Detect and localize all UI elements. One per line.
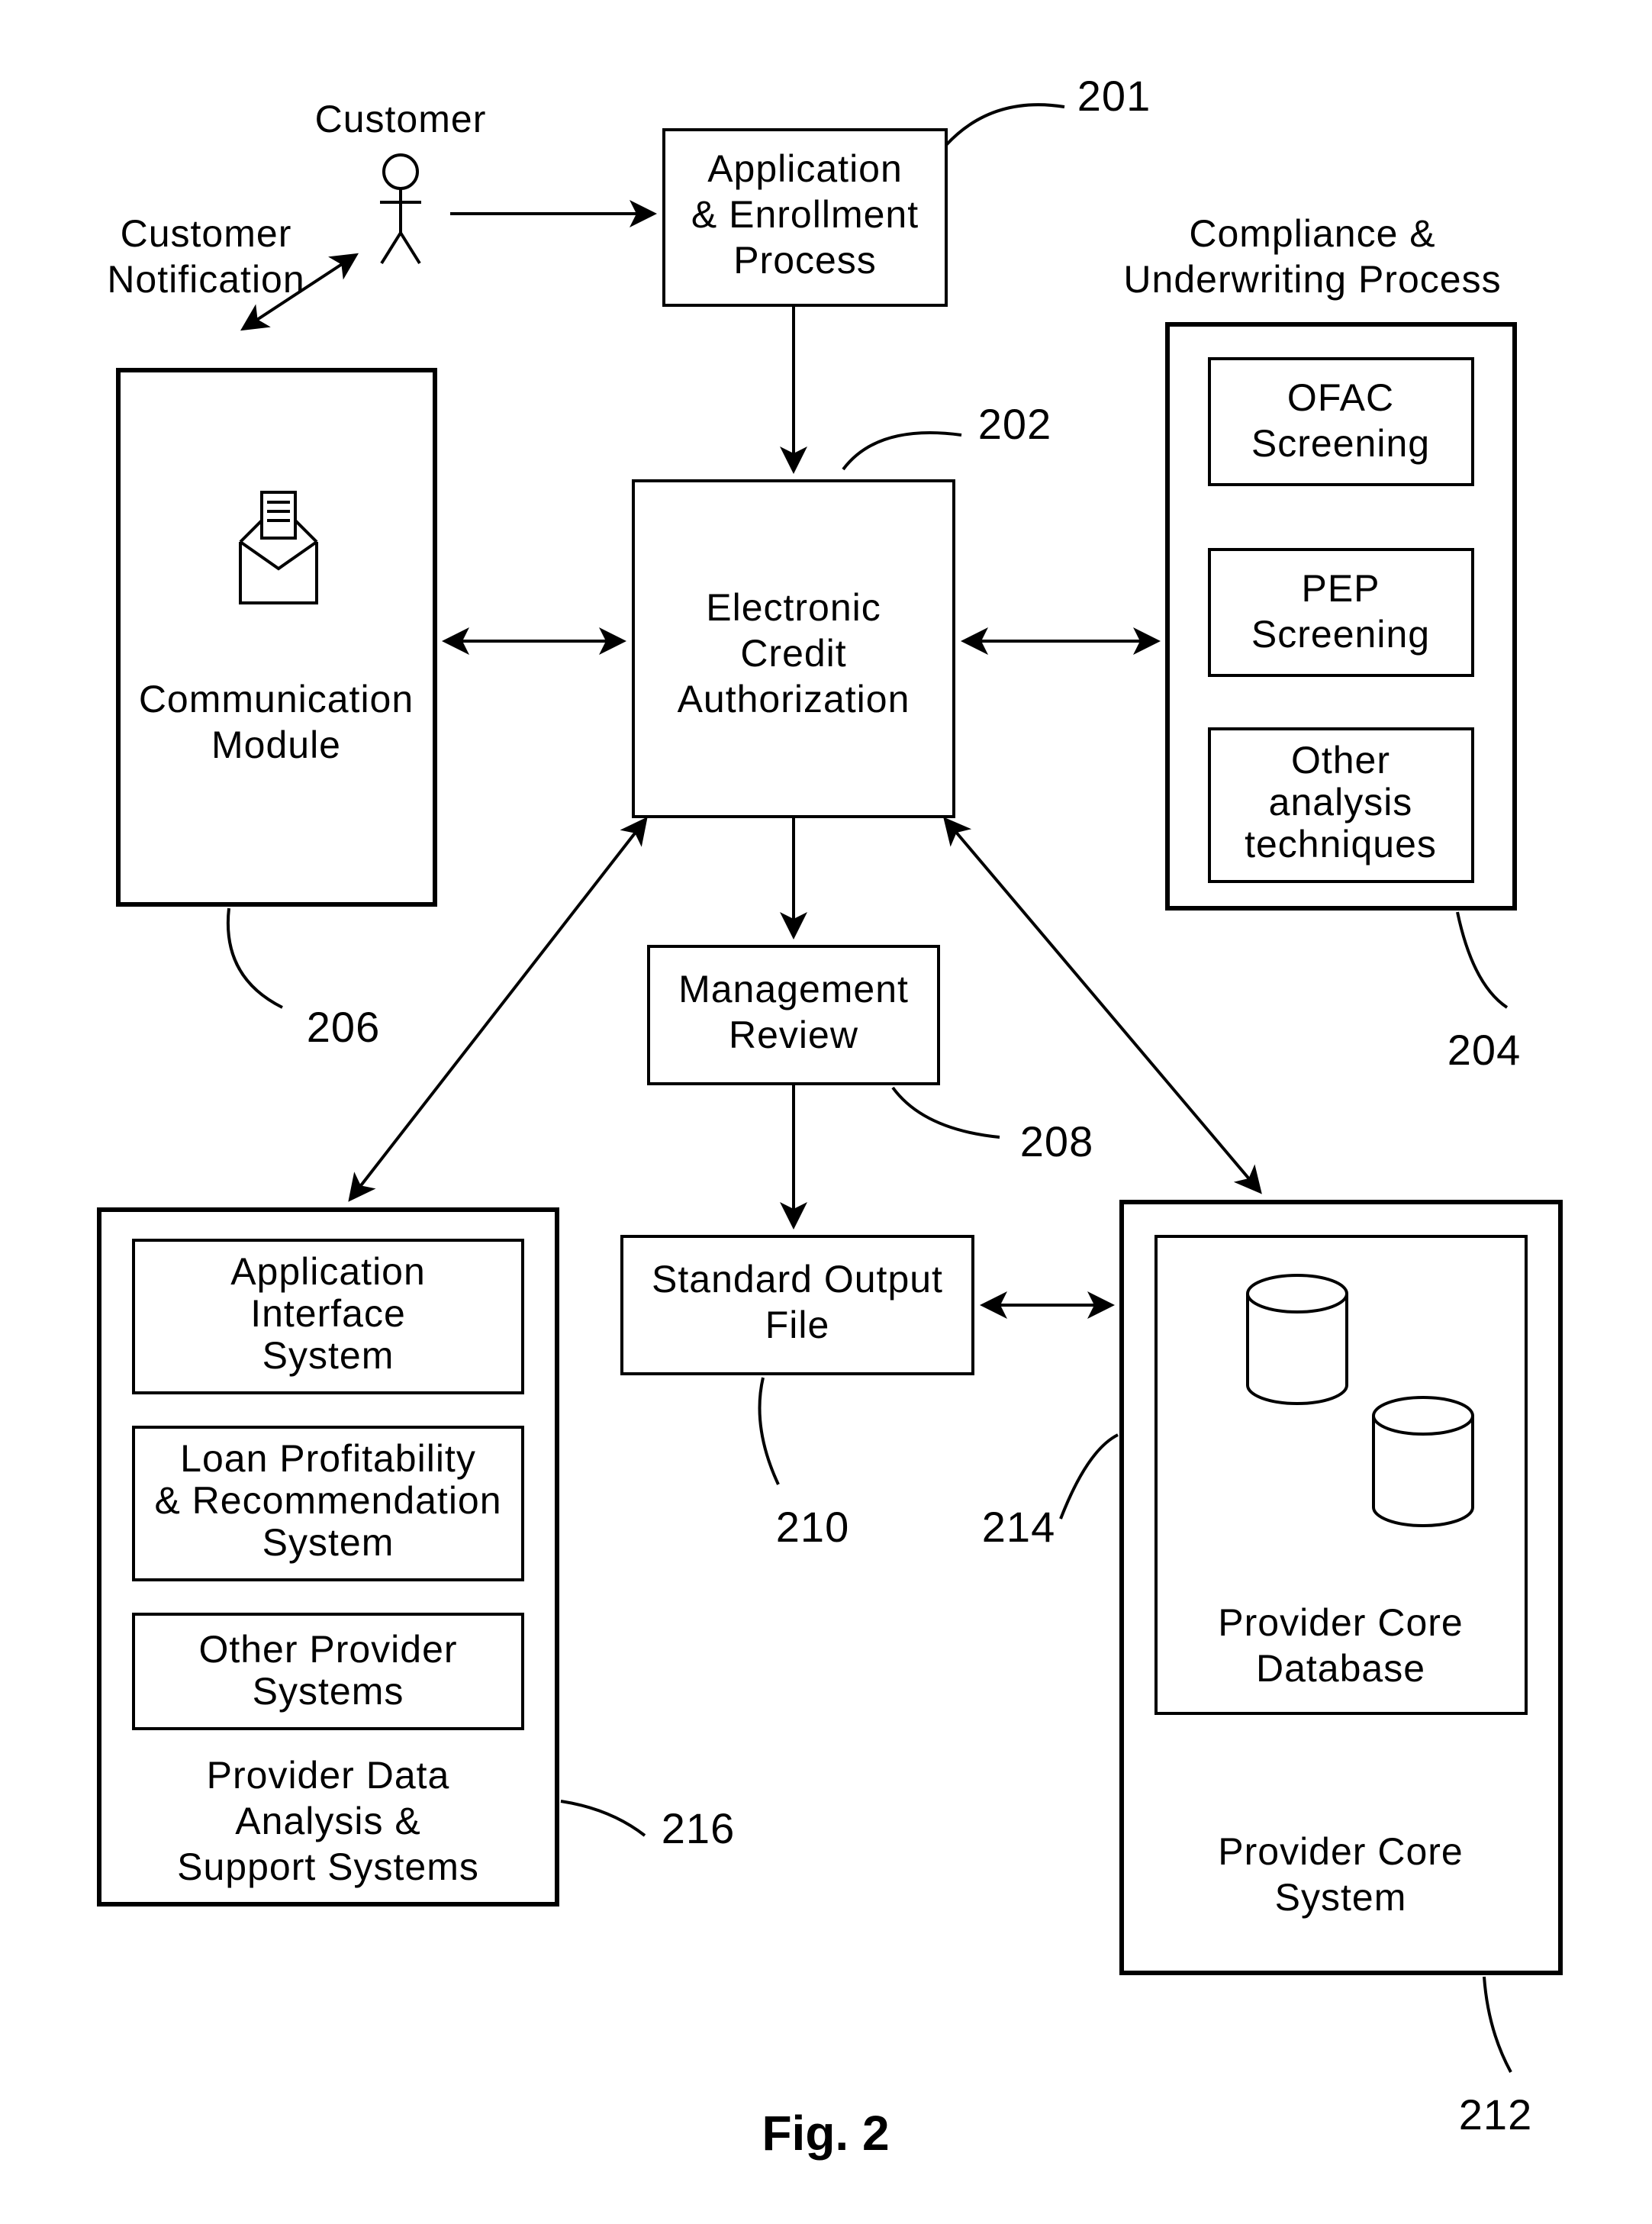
callout-212 <box>1484 1977 1511 2072</box>
figure-label: Fig. 2 <box>762 2106 889 2161</box>
ais-l1: Application <box>230 1250 426 1293</box>
ref-201: 201 <box>1077 72 1151 120</box>
ref-214: 214 <box>982 1503 1055 1551</box>
comm-l2: Module <box>211 724 341 766</box>
pcs-l1: Provider Core <box>1218 1830 1463 1873</box>
callout-201 <box>946 105 1064 145</box>
compliance-l1: Compliance & <box>1189 212 1435 255</box>
pcd-l1: Provider Core <box>1218 1601 1463 1644</box>
ref-204: 204 <box>1448 1026 1521 1074</box>
pdass-l3: Support Systems <box>177 1845 479 1888</box>
ref-208: 208 <box>1020 1117 1093 1165</box>
ref-216: 216 <box>662 1804 735 1852</box>
callout-216 <box>561 1801 645 1836</box>
ofac-l2: Screening <box>1251 422 1430 465</box>
lpr-l3: System <box>262 1521 394 1564</box>
mgmt-l1: Management <box>678 968 909 1010</box>
callout-214 <box>1061 1435 1118 1519</box>
ops-l1: Other Provider <box>198 1628 457 1671</box>
callout-202 <box>843 433 961 469</box>
eca-l1: Electronic <box>706 586 881 629</box>
pcd-l2: Database <box>1256 1647 1425 1690</box>
app-enroll-l1: Application <box>707 147 903 190</box>
ais-l2: Interface <box>250 1292 406 1335</box>
pep-l1: PEP <box>1301 567 1380 610</box>
node-comm-module <box>118 370 435 904</box>
customer-label: Customer <box>315 98 487 140</box>
app-enroll-l3: Process <box>733 239 877 282</box>
oat-l3: techniques <box>1245 823 1437 865</box>
callout-206 <box>228 908 282 1007</box>
comm-l1: Communication <box>139 678 414 720</box>
callout-204 <box>1457 912 1507 1007</box>
ofac-l1: OFAC <box>1287 376 1394 419</box>
pcs-l2: System <box>1275 1876 1407 1919</box>
sof-l1: Standard Output <box>652 1258 943 1301</box>
cust-notif-l1: Customer <box>121 212 292 255</box>
oat-l2: analysis <box>1269 781 1413 824</box>
diagram-canvas: Application & Enrollment Process Custome… <box>0 0 1652 2224</box>
oat-l1: Other <box>1291 739 1390 782</box>
pep-l2: Screening <box>1251 613 1430 656</box>
callout-208 <box>893 1088 1000 1137</box>
pdass-l2: Analysis & <box>235 1800 420 1842</box>
lpr-l2: & Recommendation <box>154 1479 501 1522</box>
ais-l3: System <box>262 1334 394 1377</box>
ref-210: 210 <box>776 1503 849 1551</box>
customer-icon <box>380 155 421 263</box>
eca-l3: Authorization <box>678 678 910 720</box>
ref-212: 212 <box>1459 2090 1532 2139</box>
cust-notif-l2: Notification <box>107 258 304 301</box>
ops-l2: Systems <box>253 1670 404 1713</box>
compliance-l2: Underwriting Process <box>1123 258 1501 301</box>
ref-202: 202 <box>978 400 1051 448</box>
mgmt-l2: Review <box>729 1014 858 1056</box>
callout-210 <box>760 1378 779 1484</box>
lpr-l1: Loan Profitability <box>180 1437 476 1480</box>
pdass-l1: Provider Data <box>207 1754 450 1797</box>
ref-206: 206 <box>307 1003 380 1051</box>
eca-l2: Credit <box>740 632 846 675</box>
app-enroll-l2: & Enrollment <box>691 193 919 236</box>
sof-l2: File <box>765 1304 830 1346</box>
